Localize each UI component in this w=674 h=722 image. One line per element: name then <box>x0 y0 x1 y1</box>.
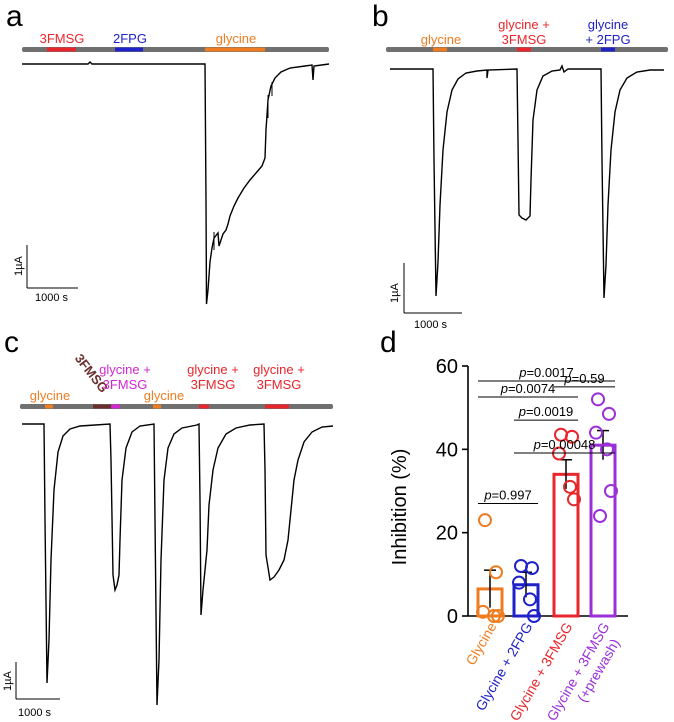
panel-a: a 3FMSG 2FPG glycine 1µA 1000 s <box>6 0 330 305</box>
panel-a-bar-2fpg <box>115 47 143 52</box>
y-ticks: 0 20 40 60 <box>436 356 468 628</box>
panel-c-label-glycine-2: glycine <box>144 388 184 403</box>
data-point-0-1 <box>489 565 503 580</box>
panel-a-label-glycine: glycine <box>216 31 256 46</box>
panel-c: c glycine 3FMSG glycine + 3FMSG glycine … <box>2 326 334 719</box>
y-tick-label-2: 40 <box>436 439 458 461</box>
data-point-3-1 <box>602 406 616 421</box>
panel-c-label-glycine-1: glycine <box>30 388 70 403</box>
data-point-1-3 <box>523 592 537 607</box>
panel-c-bar-gly-3fmsg-b <box>199 404 209 409</box>
data-point-2-3 <box>563 479 577 494</box>
panel-c-scale-current-label: 1µA <box>2 671 14 691</box>
panel-b-label-gly-3fmsg-1: glycine + <box>498 17 550 32</box>
data-point-3-4 <box>604 484 618 498</box>
panel-a-label-2fpg: 2FPG <box>113 31 147 46</box>
sig-label-2: p=0.59 <box>563 371 604 386</box>
data-point-3-3 <box>600 442 614 457</box>
panel-b-letter: b <box>372 0 389 33</box>
sig-label-0: p=0.997 <box>483 488 531 503</box>
panel-c-label-gly-3fmsg-a-1: glycine + <box>99 362 151 377</box>
panel-c-bar-gly-3fmsg-a <box>111 404 120 409</box>
bar-3 <box>589 443 617 618</box>
data-point-2-1 <box>565 429 579 444</box>
panel-a-bar-3fmsg <box>47 47 76 52</box>
panel-b-label-gly-3fmsg-2: 3FMSG <box>502 32 547 47</box>
panel-c-label-gly-3fmsg-c-1: glycine + <box>253 362 305 377</box>
panel-c-scale-time-label: 1000 s <box>18 707 52 719</box>
panel-a-trace <box>22 61 330 305</box>
y-axis: 0 20 40 60 <box>436 356 469 628</box>
sig-label-5: p=0.0017 <box>518 365 574 380</box>
data-point-0-4 <box>491 609 505 623</box>
panel-b-scale-time-label: 1000 s <box>414 319 448 331</box>
panel-c-letter: c <box>4 326 19 359</box>
y-tick-label-0: 0 <box>447 606 458 628</box>
panel-c-bar-glycine-1 <box>45 404 53 409</box>
sig-label-1: p=0.0019 <box>518 404 574 419</box>
panel-b-bar-gly-2fpg <box>601 47 615 52</box>
panel-a-scale-time-label: 1000 s <box>35 292 69 304</box>
bars <box>476 443 617 618</box>
data-point-3-5 <box>593 509 607 523</box>
panel-c-trace <box>22 422 334 706</box>
data-point-1-2 <box>512 575 526 590</box>
panel-b: b glycine glycine + 3FMSG glycine + 2FPG… <box>372 0 668 331</box>
panel-b-label-gly-2fpg-1: glycine <box>588 17 628 32</box>
y-tick-label-1: 20 <box>436 523 458 545</box>
panel-a-trace-spikes <box>213 82 273 250</box>
data-point-3-0 <box>591 392 605 407</box>
panel-c-bar-glycine-2 <box>153 404 161 409</box>
bar-2 <box>552 472 580 618</box>
y-tick-label-3: 60 <box>436 356 458 378</box>
panel-b-scale-current-label: 1µA <box>389 283 401 303</box>
sig-label-3: p=0.00048 <box>533 437 596 452</box>
panel-c-label-gly-3fmsg-b-1: glycine + <box>187 362 239 377</box>
sig-label-4: p=0.0074 <box>500 381 556 396</box>
panel-c-bar-gly-3fmsg-c <box>265 404 289 409</box>
panel-d: d Inhibition (%) 0 20 40 60 p=0.997 p=0.0019… <box>380 326 628 722</box>
panel-b-trace <box>390 64 664 299</box>
data-point-3-2 <box>589 425 603 440</box>
panel-b-bar-gly-3fmsg <box>517 47 531 52</box>
significance-brackets: p=0.997 p=0.0019 p=0.59 p=0.00048 p=0.0074p=… <box>478 365 615 504</box>
panel-c-label-gly-3fmsg-a-2: 3FMSG <box>103 377 148 392</box>
data-point-1-4 <box>527 609 541 623</box>
panel-a-bar-glycine <box>205 47 265 52</box>
panel-c-label-gly-3fmsg-c-2: 3FMSG <box>257 377 302 392</box>
x-tick-label-0: Glycine <box>462 619 499 668</box>
x-tick-label-0-line1: Glycine <box>462 619 499 668</box>
panel-a-scale-current-label: 1µA <box>13 256 25 276</box>
panel-d-letter: d <box>380 326 397 359</box>
panel-b-label-glycine: glycine <box>421 32 461 47</box>
panel-c-bar-3fmsg <box>93 404 111 409</box>
panel-a-letter: a <box>6 0 23 33</box>
panel-c-label-gly-3fmsg-b-2: 3FMSG <box>191 377 236 392</box>
panel-b-bar-glycine <box>433 47 447 52</box>
data-point-1-1 <box>525 561 539 576</box>
panel-a-label-3fmsg: 3FMSG <box>40 31 85 46</box>
data-point-2-4 <box>567 492 581 507</box>
panel-b-label-gly-2fpg-2: + 2FPG <box>585 32 630 47</box>
y-axis-label: Inhibition (%) <box>389 449 411 566</box>
data-point-1-0 <box>514 559 528 573</box>
data-point-0-3 <box>487 609 501 623</box>
data-point-0-0 <box>478 513 492 528</box>
